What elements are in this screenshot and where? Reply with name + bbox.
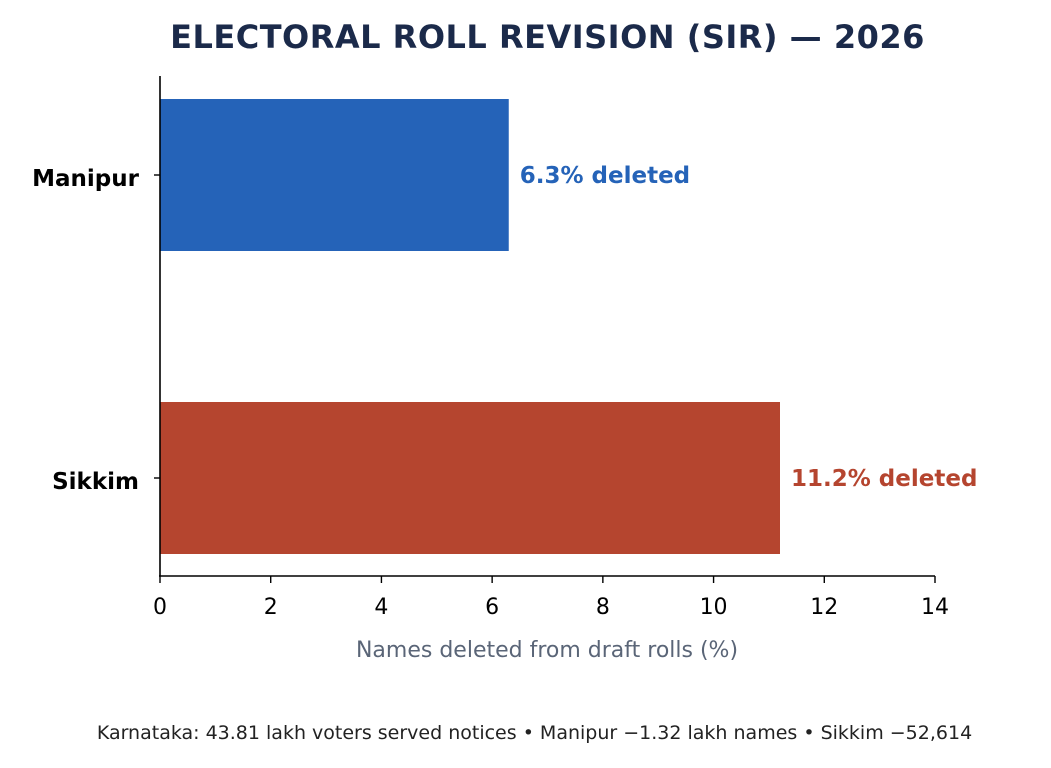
x-tick-label: 8 xyxy=(596,595,610,620)
axes-layer xyxy=(159,76,935,577)
chart-title: ELECTORAL ROLL REVISION (SIR) — 2026 xyxy=(170,18,925,56)
bar-manipur xyxy=(160,99,509,251)
x-axis-label: Names deleted from draft rolls (%) xyxy=(356,638,738,663)
x-ticks-layer: 0 2 4 6 8 10 12 14 xyxy=(153,174,949,620)
x-tick-label: 10 xyxy=(700,595,728,620)
x-tick-label: 0 xyxy=(153,595,167,620)
labels-layer: Manipur 6.3% deleted Sikkim 11.2% deleted xyxy=(32,163,977,495)
x-tick-label: 12 xyxy=(810,595,838,620)
bar-sikkim xyxy=(160,402,780,554)
bars-layer xyxy=(160,99,780,554)
data-label-manipur: 6.3% deleted xyxy=(520,163,690,189)
x-tick-label: 2 xyxy=(264,595,278,620)
x-tick-label: 6 xyxy=(485,595,499,620)
data-label-sikkim: 11.2% deleted xyxy=(791,466,977,492)
category-label-manipur: Manipur xyxy=(32,166,140,192)
footnote: Karnataka: 43.81 lakh voters served noti… xyxy=(96,722,973,744)
x-tick-label: 4 xyxy=(374,595,388,620)
category-label-sikkim: Sikkim xyxy=(52,469,139,495)
x-tick-label: 14 xyxy=(921,595,949,620)
